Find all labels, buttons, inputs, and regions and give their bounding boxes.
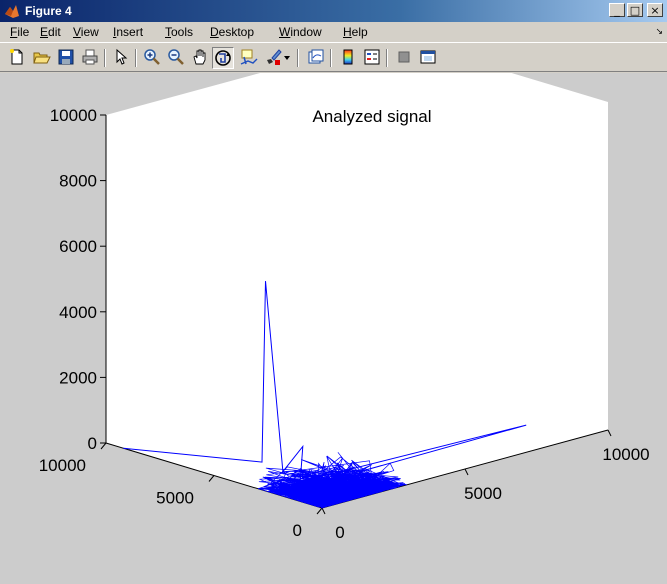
- matlab-logo-icon: [5, 5, 19, 18]
- link-plot-icon[interactable]: [307, 48, 325, 66]
- plot-title: Analyzed signal: [312, 107, 431, 126]
- colorbar-icon[interactable]: [339, 48, 357, 66]
- figure-canvas[interactable]: 0 5000 10000 0 5000 10000 0 2000 4000 6000 8000 100…: [0, 37, 667, 584]
- z-tick-label: 6000: [59, 237, 97, 256]
- window-title: Figure 4: [25, 4, 72, 18]
- z-tick-label: 8000: [59, 172, 97, 191]
- rotate-3d-button[interactable]: [212, 47, 234, 69]
- axes-box: [105, 37, 609, 509]
- print-icon[interactable]: [81, 48, 99, 66]
- maximize-button[interactable]: □: [627, 3, 643, 17]
- axis-tick-labels: 0500010000050001000002000400060008000100…: [39, 106, 650, 542]
- analyzed-signal-3d-plot[interactable]: 0500010000050001000002000400060008000100…: [0, 37, 667, 584]
- brush-icon[interactable]: [264, 48, 282, 66]
- zoom-out-icon[interactable]: [167, 48, 185, 66]
- toolbar-separator: [330, 49, 332, 67]
- z-tick-label: 2000: [59, 368, 97, 387]
- menu-insert[interactable]: Insert: [113, 25, 144, 39]
- pan-hand-icon[interactable]: [191, 48, 209, 66]
- signal-noise-cluster: [257, 452, 407, 509]
- signal-lines: [123, 281, 527, 509]
- x-tick-label: 10000: [602, 445, 649, 464]
- x-tick-label: 0: [335, 523, 344, 542]
- title-bar[interactable]: Figure 4 _ □ ×: [0, 0, 667, 22]
- z-tick-label: 4000: [59, 303, 97, 322]
- y-tick-label: 5000: [156, 489, 194, 508]
- y-tick-mark: [100, 442, 107, 450]
- save-icon[interactable]: [57, 48, 75, 66]
- toolbar-separator: [386, 49, 388, 67]
- x-tick-mark: [321, 507, 326, 515]
- menu-file[interactable]: File: [10, 25, 30, 39]
- x-tick-label: 5000: [464, 484, 502, 503]
- menu-desktop[interactable]: Desktop: [210, 25, 255, 39]
- open-file-icon[interactable]: [33, 48, 51, 66]
- menubar-overflow-arrow-icon[interactable]: ↘: [655, 26, 663, 36]
- legend-icon[interactable]: [363, 48, 381, 66]
- y-tick-mark: [316, 507, 323, 515]
- menu-edit[interactable]: Edit: [40, 25, 61, 39]
- x-tick-mark: [607, 429, 612, 437]
- toolbar-separator: [135, 49, 137, 67]
- menu-window[interactable]: Window: [279, 25, 322, 39]
- hide-plot-tools-icon[interactable]: [395, 48, 413, 66]
- toolbar-separator: [104, 49, 106, 67]
- toolbar-separator: [297, 49, 299, 67]
- z-tick-label: 0: [88, 434, 97, 453]
- close-button[interactable]: ×: [647, 3, 663, 17]
- figure-toolbar: [0, 42, 667, 72]
- data-cursor-icon[interactable]: [240, 48, 258, 66]
- y-tick-mark: [208, 475, 215, 482]
- menu-bar: File Edit View Insert Tools Desktop Wind…: [0, 22, 667, 42]
- x-tick-mark: [464, 468, 469, 476]
- menu-tools[interactable]: Tools: [165, 25, 194, 39]
- minimize-button[interactable]: _: [609, 3, 625, 17]
- brush-dropdown-icon[interactable]: [283, 48, 291, 66]
- edit-plot-arrow-icon[interactable]: [112, 48, 130, 66]
- show-plot-tools-icon[interactable]: [419, 48, 437, 66]
- new-figure-icon[interactable]: [8, 48, 26, 66]
- menu-view[interactable]: View: [73, 25, 99, 39]
- menu-help[interactable]: Help: [343, 25, 368, 39]
- y-tick-label: 0: [293, 521, 302, 540]
- z-tick-label: 10000: [50, 106, 97, 125]
- y-tick-label: 10000: [39, 456, 86, 475]
- rotate-3d-icon: [215, 50, 231, 66]
- zoom-in-icon[interactable]: [143, 48, 161, 66]
- axes-background: [106, 37, 608, 508]
